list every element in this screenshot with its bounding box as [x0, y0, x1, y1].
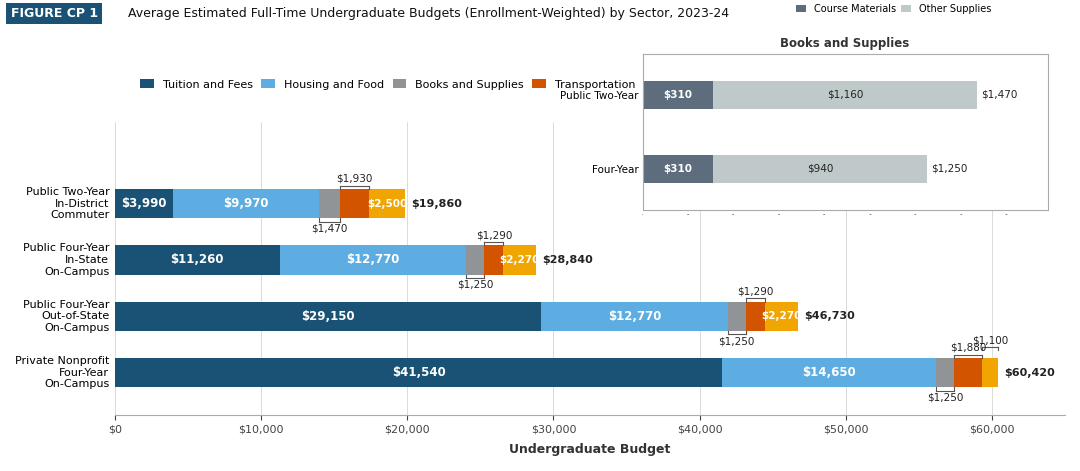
Text: $1,290: $1,290 [738, 286, 773, 297]
Bar [541, 301, 728, 331]
Text: $19,860: $19,860 [411, 199, 462, 209]
Text: $2,500: $2,500 [367, 199, 407, 209]
Text: $28,840: $28,840 [542, 255, 593, 265]
Text: $1,470: $1,470 [311, 223, 348, 233]
Text: $1,250: $1,250 [932, 164, 968, 174]
Text: $2,270: $2,270 [500, 255, 540, 265]
Bar [368, 189, 405, 218]
Text: $1,470: $1,470 [982, 90, 1018, 100]
Bar [936, 358, 955, 387]
X-axis label: Undergraduate Budget: Undergraduate Budget [510, 443, 671, 456]
Text: FIGURE CP 1: FIGURE CP 1 [11, 7, 98, 20]
Bar [173, 189, 319, 218]
Text: $1,930: $1,930 [336, 174, 373, 184]
Text: $940: $940 [807, 164, 834, 174]
Text: $1,250: $1,250 [718, 336, 755, 346]
Bar [467, 245, 485, 275]
Text: $9,970: $9,970 [224, 197, 269, 210]
Text: $1,160: $1,160 [827, 90, 863, 100]
Bar [114, 358, 723, 387]
Text: $1,290: $1,290 [475, 230, 512, 240]
Legend: Tuition and Fees, Housing and Food, Books and Supplies, Transportation, Other Ex: Tuition and Fees, Housing and Food, Book… [136, 74, 759, 94]
Bar [503, 245, 537, 275]
Bar [340, 189, 368, 218]
Text: $14,650: $14,650 [802, 366, 856, 379]
Text: $1,880: $1,880 [950, 343, 986, 353]
Text: Average Estimated Full-Time Undergraduate Budgets (Enrollment-Weighted) by Secto: Average Estimated Full-Time Undergraduat… [124, 7, 729, 20]
Text: $3,990: $3,990 [121, 197, 166, 210]
Bar [643, 155, 713, 183]
Bar [114, 301, 541, 331]
Text: $41,540: $41,540 [392, 366, 445, 379]
Text: $1,250: $1,250 [927, 392, 963, 402]
Bar [723, 358, 936, 387]
Bar [713, 81, 977, 109]
Bar [319, 189, 340, 218]
Text: $2,270: $2,270 [761, 311, 801, 321]
Text: $29,150: $29,150 [301, 310, 354, 323]
Bar [114, 189, 173, 218]
Text: $60,420: $60,420 [1004, 368, 1055, 378]
Bar [114, 245, 280, 275]
Legend: Course Materials, Other Supplies: Course Materials, Other Supplies [792, 0, 996, 18]
Text: $1,100: $1,100 [972, 335, 1008, 345]
Text: $310: $310 [663, 90, 692, 100]
Bar [728, 301, 746, 331]
Bar [643, 81, 713, 109]
Bar [955, 358, 982, 387]
Bar [280, 245, 467, 275]
Bar [982, 358, 998, 387]
Title: Books and Supplies: Books and Supplies [781, 37, 909, 50]
Text: $12,770: $12,770 [347, 253, 400, 267]
Bar [746, 301, 765, 331]
Text: $310: $310 [663, 164, 692, 174]
Text: $12,770: $12,770 [608, 310, 661, 323]
Text: $11,260: $11,260 [171, 253, 224, 267]
Bar [713, 155, 927, 183]
Bar [485, 245, 503, 275]
Bar [765, 301, 798, 331]
Text: $1,250: $1,250 [457, 280, 494, 290]
Text: $46,730: $46,730 [804, 311, 854, 321]
